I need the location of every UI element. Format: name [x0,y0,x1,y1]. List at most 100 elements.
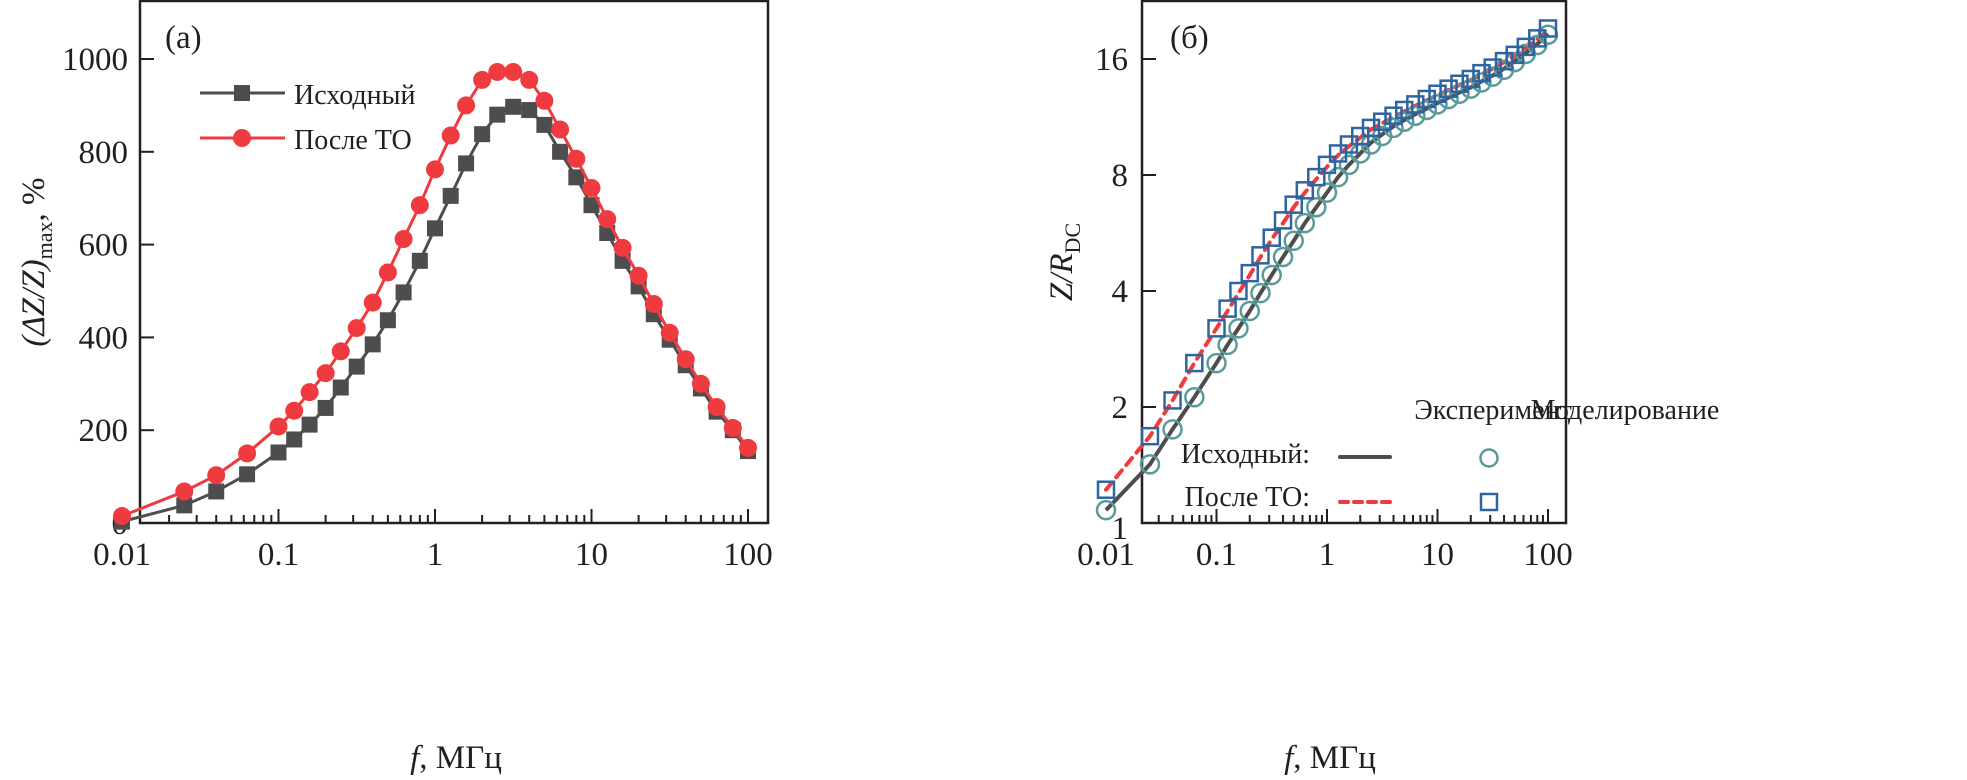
x-tick-label: 100 [1523,537,1573,573]
legend-label-a-0: Исходный [294,80,415,111]
y-tick-label: 1000 [62,42,128,78]
plot-frame-a [138,0,770,525]
data-point [660,323,679,342]
legend-a: Исходный После ТО [200,80,415,156]
data-point [505,98,522,115]
data-point [207,466,226,485]
data-point [1460,78,1482,99]
data-point [1284,195,1303,214]
legend-label-a-1: После ТО [294,125,412,156]
data-point [458,155,475,172]
data-point [285,401,304,420]
data-point [536,116,553,133]
x-ticks-b: 0.01 0.1 1 10 100 [1077,509,1573,573]
data-point [1438,88,1459,110]
open-circle-icon [1479,448,1499,468]
data-point [474,126,491,143]
data-point [394,230,413,249]
x-tick-label: 10 [575,537,608,573]
data-point [1262,228,1281,247]
series-b-2 [1095,24,1559,521]
y-axis-title-a: (ΔZ/Z)max, % [16,177,57,346]
data-point [629,266,648,285]
data-point [1295,181,1315,200]
data-point [1439,79,1458,98]
data-point [583,197,600,214]
data-point [238,444,257,463]
data-point [1229,281,1248,301]
y-axis-title-sub: max [32,221,57,259]
svg-text:Z/RDC: Z/RDC [1044,223,1085,301]
data-point [348,358,365,375]
panel-b: 0.01 0.1 1 10 100 1 2 4 8 16 (б) f, МГц Z/RDC Эк… [1044,0,1720,776]
data-point [442,187,459,204]
data-point [363,293,382,312]
legend-b: Эксперимент Моделирование Исходный: Посл… [1181,395,1720,513]
data-point [176,497,193,514]
data-point [427,220,443,237]
data-point [644,294,663,313]
data-point [332,379,349,396]
data-point [1449,83,1470,104]
data-point [1416,99,1438,121]
data-point [1306,196,1327,218]
x-tick-label: 0.1 [1196,537,1237,573]
data-point [395,284,412,301]
data-point [1217,334,1238,356]
x-axis-title-a: f, МГц [410,740,502,776]
data-point [1461,69,1481,89]
data-point [567,149,586,168]
data-point [1163,391,1182,410]
y-axis-title-main: Z/R [1044,253,1080,301]
series-a [113,62,757,530]
data-point [175,482,194,501]
data-point [426,160,444,179]
data-point [1294,212,1316,234]
data-point [504,62,523,81]
legend-item-a-0: Исходный [200,80,415,111]
data-point [1384,106,1403,125]
data-point [1184,386,1205,408]
data-point [1405,105,1426,126]
y-ticks-b: 1 2 4 8 16 [1095,42,1156,547]
panel-label-a: (a) [165,20,202,56]
data-point [269,417,288,436]
data-point [598,210,617,229]
data-point [317,399,334,416]
x-axis-title-b: f, МГц [1284,740,1376,776]
data-point [1528,29,1547,48]
legend-row-label-1: После ТО: [1185,482,1310,513]
series-after-treatment [113,62,757,526]
data-point [316,364,335,383]
data-point [1327,166,1349,188]
data-point [568,169,585,186]
data-point [1207,319,1226,338]
data-point [1185,353,1204,373]
data-point [691,374,710,393]
y-tick-label: 2 [1112,390,1129,426]
svg-text:f, МГц: f, МГц [1284,740,1376,776]
series-b-3 [1096,19,1558,499]
data-point [1273,211,1293,230]
data-point [1393,111,1415,132]
data-point [1162,419,1183,440]
data-point [1483,58,1502,77]
data-point [489,106,506,123]
data-point [707,398,726,416]
y-tick-label: 400 [79,320,129,356]
y-tick-label: 800 [79,135,129,171]
x-ticks-a: 0.01 0.1 1 10 100 [93,509,773,573]
plot-frame-b [1140,0,1568,525]
data-point [1383,117,1404,139]
y-tick-label: 4 [1112,274,1129,310]
data-point [1251,246,1270,265]
y-tick-label: 600 [79,228,129,264]
data-point [1140,426,1160,446]
data-point [1417,89,1437,109]
svg-text:f, МГц: f, МГц [410,740,502,776]
data-point [270,444,287,461]
data-point [379,312,396,329]
data-point [1239,300,1261,322]
data-point [1139,454,1161,475]
